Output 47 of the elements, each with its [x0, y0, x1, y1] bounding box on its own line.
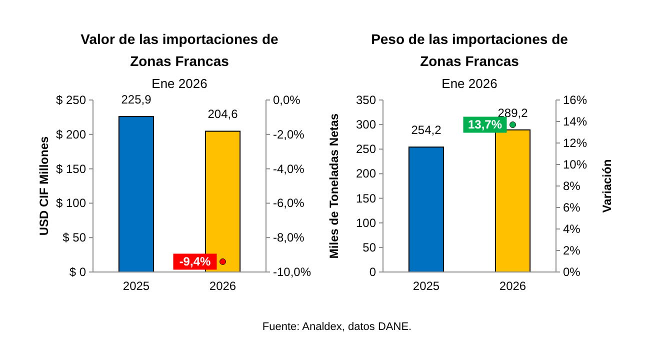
x-tick-label: 2025 [412, 279, 440, 293]
chart-title: Valor de las importaciones de Zonas Francas [80, 31, 279, 69]
y-tick-label: 50 [362, 240, 376, 254]
y-tick-label: $ 150 [56, 162, 86, 176]
y-tick-label: $ 250 [56, 93, 86, 107]
data-label: 225,9 [121, 92, 152, 107]
y2-tick-label: 16% [563, 93, 588, 107]
y-tick-label: 300 [356, 118, 376, 132]
x-tick-label: 2026 [499, 279, 526, 293]
y-tick-label: 250 [356, 142, 376, 156]
y2-tick-label: 10% [563, 158, 588, 172]
chart-title: Peso de las importaciones de Zonas Francas [371, 31, 568, 69]
y-tick-label: $ 100 [56, 196, 86, 210]
x-tick-label: 2025 [122, 279, 150, 293]
y-tick-label: 100 [356, 216, 376, 230]
y2-tick-label: -4,0% [273, 162, 305, 176]
y-tick-label: 150 [356, 191, 376, 206]
y2-tick-label: 8% [563, 179, 581, 193]
y2-tick-label: -8,0% [273, 230, 305, 245]
y-tick-label: 350 [356, 93, 376, 107]
y2-tick-label: 6% [563, 200, 581, 214]
chart-subtitle: Ene 2026 [152, 76, 208, 91]
y-axis-title: USD CIF Millones [37, 136, 51, 236]
y2-tick-label: -2,0% [273, 127, 305, 142]
y2-tick-label: 4% [563, 222, 581, 236]
y2-tick-label: -10,0% [273, 265, 312, 279]
data-label: 289,2 [498, 106, 528, 120]
y2-tick-label: 0% [563, 265, 581, 279]
y-tick-label: 200 [356, 166, 376, 181]
source-note: Fuente: Analdex, datos DANE. [262, 321, 412, 333]
data-label: -9,4% [179, 254, 211, 269]
y-tick-label: $ 200 [56, 127, 86, 142]
y2-tick-label: 0,0% [273, 93, 301, 107]
data-label: 254,2 [411, 123, 442, 138]
data-label: 13,7% [468, 118, 502, 132]
y-tick-label: $ 50 [62, 230, 86, 245]
y2-tick-label: 14% [563, 114, 588, 128]
y2-tick-label: -6,0% [273, 196, 305, 210]
y-tick-label: $ 0 [69, 265, 86, 279]
y2-axis-title: Variación [600, 159, 614, 213]
y2-tick-label: 2% [563, 244, 581, 258]
data-label: 204,6 [208, 107, 238, 122]
x-tick-label: 2026 [209, 279, 236, 293]
y-tick-label: 0 [369, 265, 376, 279]
y2-tick-label: 12% [563, 136, 588, 150]
y-axis-title: Miles de Toneladas Netas [327, 113, 341, 259]
chart-subtitle: Ene 2026 [442, 76, 498, 91]
